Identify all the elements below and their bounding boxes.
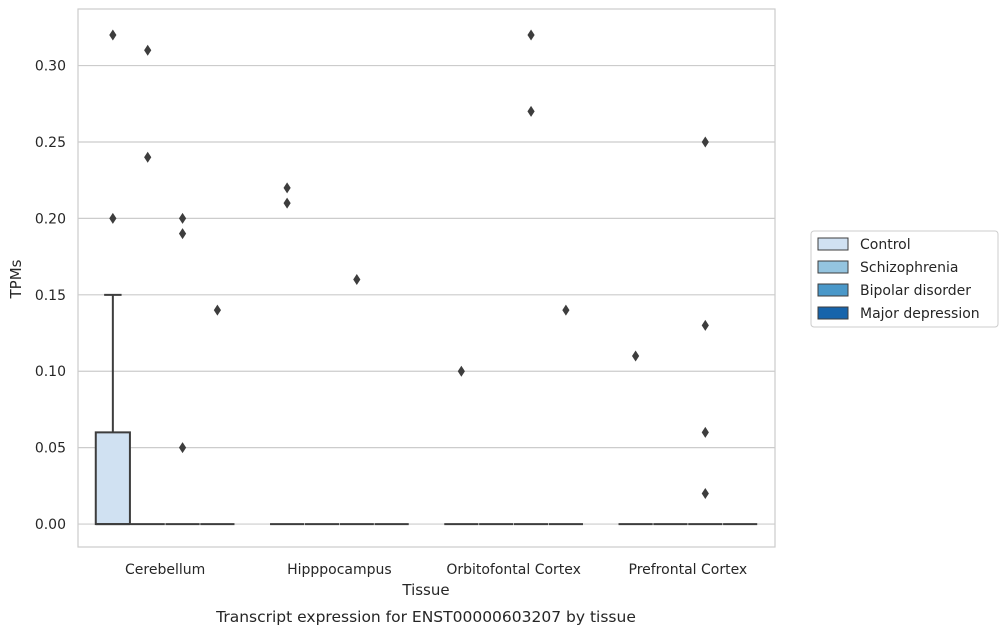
x-tick-label: Orbitofontal Cortex xyxy=(446,562,581,578)
outlier-point xyxy=(283,182,291,194)
outlier-point xyxy=(457,365,465,377)
outlier-point xyxy=(109,212,117,224)
y-tick-label: 0.20 xyxy=(35,211,66,227)
outlier-point xyxy=(632,350,640,362)
legend-label: Bipolar disorder xyxy=(860,283,971,299)
legend-swatch xyxy=(817,306,849,320)
chart-caption: Transcript expression for ENST0000060320… xyxy=(215,608,636,626)
legend-frame xyxy=(810,230,999,328)
outlier-point xyxy=(527,105,535,117)
outlier-point xyxy=(701,136,709,148)
plot-frame xyxy=(77,8,776,548)
y-axis-title: TPMs xyxy=(7,259,25,299)
outlier-point xyxy=(109,29,117,41)
outlier-point xyxy=(701,319,709,331)
box xyxy=(94,293,131,526)
y-axis-ticks: 0.00 0.05 0.10 0.15 0.20 0.25 0.30 xyxy=(35,59,66,534)
outlier-point xyxy=(562,304,570,316)
x-axis-ticks: Cerebellum Hipppocampus Orbitofontal Corte… xyxy=(125,562,747,578)
box-body xyxy=(94,431,131,526)
outlier-point xyxy=(178,228,187,240)
outlier-point xyxy=(213,304,221,316)
y-tick-label: 0.05 xyxy=(35,441,66,457)
outlier-point xyxy=(178,212,187,224)
x-tick-label: Cerebellum xyxy=(125,562,205,578)
y-tick-label: 0.10 xyxy=(35,364,66,380)
legend: Control Schizophrenia Bipolar disorder Majo… xyxy=(810,230,999,328)
legend-swatch xyxy=(817,260,849,274)
y-tick-label: 0.30 xyxy=(35,59,66,75)
x-axis-title: Tissue xyxy=(401,581,449,599)
outlier-point xyxy=(144,44,152,56)
outlier-point xyxy=(283,197,291,209)
outlier-point xyxy=(353,274,361,286)
outlier-point xyxy=(178,442,187,454)
legend-swatch xyxy=(817,283,849,297)
grid-lines xyxy=(78,64,775,525)
y-tick-label: 0.15 xyxy=(35,288,66,304)
x-tick-label: Hipppocampus xyxy=(287,562,392,578)
outlier-point xyxy=(527,29,535,41)
outlier-point xyxy=(144,151,152,163)
boxes xyxy=(94,293,758,526)
y-tick-label: 0.25 xyxy=(35,135,66,151)
outlier-point xyxy=(701,426,709,438)
legend-label: Control xyxy=(860,237,911,253)
outliers xyxy=(109,29,709,500)
legend-swatch xyxy=(817,237,849,251)
y-tick-label: 0.00 xyxy=(35,517,66,533)
x-tick-label: Prefrontal Cortex xyxy=(629,562,748,578)
legend-label: Schizophrenia xyxy=(860,260,958,276)
legend-label: Major depression xyxy=(860,306,980,322)
outlier-point xyxy=(701,488,709,500)
